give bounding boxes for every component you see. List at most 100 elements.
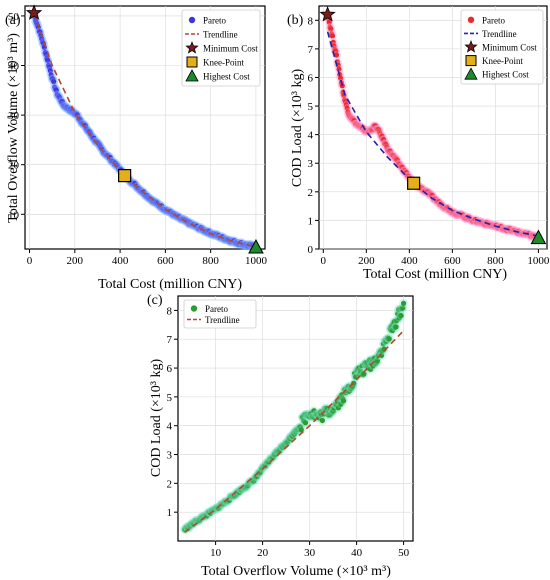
legend-box: [460, 9, 544, 85]
pareto-point: [338, 75, 344, 81]
pareto-point: [400, 305, 406, 311]
y-tick-label: 7: [308, 44, 314, 56]
panel-c-x-ticks: 10 20 30 40 50: [210, 541, 410, 559]
pareto-point: [374, 358, 380, 364]
panel-c-plot-frame: [177, 295, 414, 542]
legend-entry-label: Minimum Cost: [203, 44, 258, 54]
legend-entry-label: Highest Cost: [482, 70, 529, 80]
y-tick-label: 30: [8, 110, 20, 122]
panel-b-markers: [319, 5, 547, 245]
pareto-point: [335, 405, 342, 411]
pareto-point: [401, 300, 407, 306]
panel-c-label: (c): [147, 293, 163, 308]
minimum-cost-marker: [319, 5, 336, 22]
y-tick-label: 6: [167, 363, 173, 375]
panel-b-legend: Pareto Trendline Minimum Cost Knee-Point Hig…: [460, 9, 544, 85]
y-tick-label: 0: [308, 244, 314, 256]
y-tick-label: 6: [308, 72, 314, 84]
panel-b-x-axis-label: Total Cost (million CNY): [363, 267, 507, 282]
y-tick-label: 1: [167, 507, 173, 519]
panel-c-y-ticks: 1 2 3 4 5 6 7 8: [167, 305, 178, 519]
panel-a-x-ticks: 0 200 400 600 800 1000: [27, 249, 267, 267]
pareto-point: [319, 417, 326, 424]
legend-entry-label: Trendline: [205, 315, 240, 325]
x-tick-label: 10: [210, 547, 222, 559]
pareto-point: [393, 324, 399, 330]
legend-entry-label: Minimum Cost: [482, 43, 537, 53]
x-tick-label: 600: [444, 255, 461, 267]
y-tick-label: 7: [167, 334, 173, 346]
pareto-point: [398, 312, 404, 319]
pareto-point: [53, 87, 59, 93]
x-tick-label: 400: [401, 255, 418, 267]
legend-box: [181, 9, 261, 87]
legend-pareto-swatch: [467, 16, 475, 23]
x-tick-label: 20: [257, 547, 269, 559]
y-tick-label: 50: [8, 11, 20, 23]
pareto-point: [329, 33, 336, 39]
panel-a-markers: [25, 4, 264, 254]
y-tick-label: 1: [308, 215, 314, 227]
panel-b: (b) 0 200 400 600 800 1000 0 1 2 3 4 5 6 7 8 Total Co…: [287, 5, 550, 282]
x-tick-label: 0: [27, 255, 33, 267]
pareto-point: [344, 105, 350, 111]
highest-cost-marker: [248, 238, 264, 254]
pareto-point: [381, 136, 387, 143]
panel-c-y-axis-label: COD Load (×10³ kg): [149, 359, 164, 478]
y-tick-label: 3: [308, 158, 314, 170]
x-tick-label: 50: [398, 547, 410, 559]
legend-knee-point-swatch: [186, 56, 198, 68]
legend-entry-label: Trendline: [482, 29, 517, 39]
panel-b-x-ticks: 0 200 400 600 800 1000: [321, 249, 550, 267]
x-tick-label: 600: [157, 255, 174, 267]
y-tick-label: 10: [8, 209, 20, 221]
legend-entry-label: Pareto: [203, 16, 226, 26]
panel-c-trendline: [184, 330, 405, 534]
y-tick-label: 20: [8, 160, 20, 172]
legend-pareto-swatch: [188, 16, 196, 24]
x-tick-label: 200: [67, 255, 84, 267]
x-tick-label: 800: [487, 255, 504, 267]
panel-c-pareto-points: [180, 298, 408, 534]
x-tick-label: 40: [351, 547, 363, 559]
legend-pareto-swatch: [190, 305, 198, 312]
y-tick-label: 4: [308, 130, 314, 142]
panel-b-label: (b): [287, 13, 304, 28]
panel-a-legend: Pareto Trendline Minimum Cost Knee-Point Hig…: [181, 9, 261, 87]
panel-a-y-axis-label: Total Overflow Volume (×10³ m³): [6, 33, 21, 223]
pareto-point: [361, 371, 367, 377]
y-tick-label: 4: [167, 421, 173, 433]
y-tick-label: 3: [167, 450, 173, 462]
x-tick-label: 800: [202, 255, 219, 267]
x-tick-label: 400: [112, 255, 129, 267]
knee-point-marker: [407, 176, 421, 190]
panel-a-label: (a): [5, 13, 21, 28]
y-tick-label: 40: [8, 61, 20, 73]
pareto-point: [339, 83, 345, 89]
legend-minimum-cost-swatch: [185, 41, 199, 54]
pareto-point: [330, 39, 336, 45]
pareto-point: [45, 57, 51, 64]
pareto-point: [333, 52, 340, 58]
panel-b-y-ticks: 0 1 2 3 4 5 6 7 8: [308, 15, 319, 256]
pareto-point: [386, 336, 392, 342]
pareto-point: [340, 398, 347, 404]
x-tick-label: 30: [304, 547, 316, 559]
panel-a: (a) 0 200 400 600 800 1000 10 20 30 40 50 Total C…: [5, 4, 267, 292]
y-tick-label: 8: [167, 305, 173, 317]
pareto-point: [47, 68, 53, 74]
panel-a-x-axis-label: Total Cost (million CNY): [98, 277, 242, 292]
pareto-point: [328, 26, 334, 32]
y-tick-label: 5: [308, 101, 314, 113]
panel-a-y-ticks: 10 20 30 40 50: [8, 11, 25, 221]
panel-c: (c) 10 20 30 40 50 1 2 3 4 5 6 7 8 Total Overflow V…: [147, 293, 414, 579]
knee-point-marker: [118, 169, 132, 183]
minimum-cost-marker: [25, 4, 43, 20]
panel-b-trendline: [326, 31, 539, 237]
y-tick-label: 2: [308, 187, 314, 199]
pareto-point: [51, 79, 57, 85]
panel-c-x-axis-label: Total Overflow Volume (×10³ m³): [201, 564, 391, 579]
legend-entry-label: Pareto: [482, 15, 505, 25]
x-tick-label: 200: [358, 255, 375, 267]
